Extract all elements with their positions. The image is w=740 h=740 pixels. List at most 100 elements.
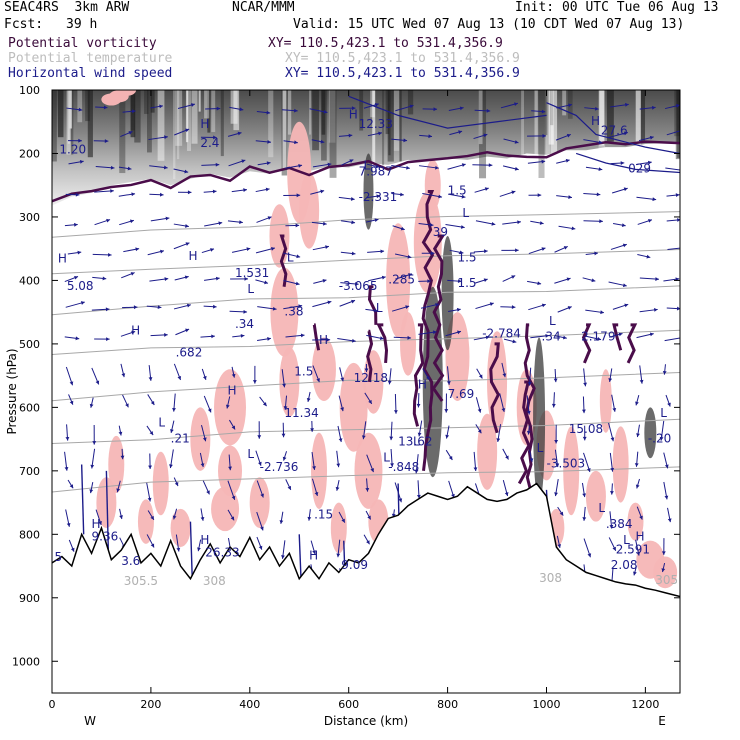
wind-vector-head (374, 308, 378, 313)
wind-vector-head (159, 104, 163, 109)
wind-vector-head (65, 436, 70, 441)
wind-vector-head (636, 433, 640, 438)
pv-shade-region (137, 499, 154, 544)
wind-vector-head (150, 400, 155, 405)
wind-vector-head (655, 277, 659, 281)
wind-vector-head (639, 379, 644, 384)
terrain (52, 482, 680, 693)
wind-vector-head (294, 108, 298, 113)
wind-vector-head (185, 242, 190, 246)
pv-shade-region (386, 223, 411, 338)
wind-vector-head (89, 403, 94, 408)
wind-vector-head (116, 488, 121, 493)
wind-vector-head (295, 223, 300, 228)
theta-contour (52, 371, 680, 402)
wind-vector-head (389, 436, 394, 441)
y-tick-label: 100 (19, 84, 40, 97)
forecast-label: Fcst: (4, 17, 44, 32)
wind-vector-head (364, 368, 369, 373)
contour-value-label: -3.065 (339, 279, 378, 293)
wind-vector-head (243, 309, 248, 314)
wind-vector-head (241, 159, 246, 164)
x-tick-label: 800 (437, 698, 458, 711)
potential-vorticity-contours (52, 95, 680, 503)
wind-vector-head (594, 106, 599, 111)
wind-vector-head (662, 370, 667, 375)
wind-vector-head (120, 455, 125, 460)
wind-vector-head (338, 438, 343, 443)
wind-vector-head (150, 515, 154, 520)
wind-vector-head (351, 106, 356, 111)
wind-vector-head (77, 250, 82, 255)
stratosphere-streak (67, 90, 70, 144)
wind-vector-head (515, 248, 519, 253)
pv-shade-region (354, 432, 383, 509)
wind-vector-head (398, 498, 403, 503)
wind-vector-head (659, 436, 664, 441)
low-marker: L (549, 314, 556, 328)
wind-vector-head (310, 428, 314, 432)
wind-vector-head (103, 105, 108, 110)
pv-band-contour (612, 323, 623, 351)
wind-vector-head (417, 432, 422, 437)
wind-vector-head (484, 249, 488, 254)
wind-vector-head (215, 162, 220, 167)
wind-vector-head (620, 161, 625, 166)
contour-value-label: 11.34 (284, 406, 318, 420)
wind-vector-head (316, 378, 320, 383)
wind-vector-head (435, 302, 440, 307)
wind-vector-head (74, 222, 78, 227)
wind-vector-head (591, 278, 596, 283)
contour-value-label: 2.179 (581, 330, 615, 344)
wind-vector-head (326, 337, 331, 342)
wind-vector-head (649, 135, 654, 140)
pv-shade-region (214, 369, 247, 446)
axes: 0 200 400 600 800 1000 1200 100 200 300 400 500 600 7… (5, 84, 680, 728)
low-marker: L (247, 447, 254, 461)
contour-value-label: .384 (606, 517, 633, 531)
wind-vector-head (336, 553, 341, 558)
wind-vector-head (566, 133, 571, 138)
pv-band-contour (431, 234, 446, 402)
pv-shade-region (279, 347, 300, 417)
wind-vector-head (624, 303, 629, 308)
wind-vector-head (246, 247, 251, 252)
wind-vector-head (651, 105, 656, 110)
stratosphere-streak (399, 90, 402, 162)
wind-vector-head (335, 486, 340, 491)
wind-vector-head (135, 247, 140, 252)
wind-vector-head (563, 246, 568, 250)
wind-vector-head (501, 408, 506, 412)
wind-vector-head (170, 429, 174, 433)
contour-value-label: 1.5 (448, 184, 467, 198)
stratosphere-streak (599, 90, 604, 146)
wind-vector-head (555, 463, 560, 468)
wind-vector-head (323, 109, 328, 114)
wind-vector-head (526, 410, 531, 415)
wind-vector-head (661, 568, 666, 573)
wind-vector-head (231, 373, 236, 378)
wind-vector-head (527, 381, 532, 386)
wind-vector-head (110, 189, 114, 193)
wind-vector-head (433, 107, 438, 112)
wind-vector-head (621, 223, 626, 227)
wind-vector-head (258, 545, 263, 550)
x-tick-label: 200 (140, 698, 161, 711)
wind-vector-head (378, 131, 382, 136)
wind-vector-head (491, 221, 496, 226)
wind-vector-head (608, 378, 613, 382)
stratosphere-streak (607, 90, 614, 142)
wind-vector-head (164, 333, 168, 337)
wind-vector-head (623, 187, 628, 192)
legend-potential-vorticity: Potential vorticity (8, 36, 157, 51)
contour-value-label: 39 (433, 225, 448, 239)
wind-vector-head (416, 403, 421, 408)
theta-value-label: 308 (539, 571, 562, 585)
wind-vector-head (106, 337, 110, 342)
stratosphere-streak (211, 90, 216, 132)
wind-vector-head (225, 404, 230, 409)
wind-vector-head (266, 161, 271, 166)
wind-vector-head (541, 303, 546, 308)
wind-vector-head (202, 437, 207, 442)
